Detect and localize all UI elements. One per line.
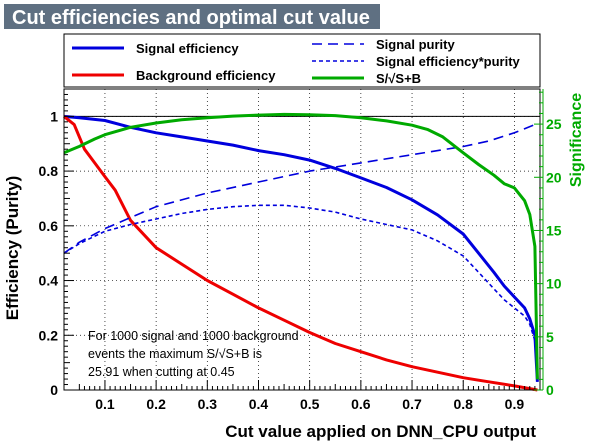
y-tick-label: 0.2 (39, 327, 59, 343)
legend-label-4: S/√S+B (376, 71, 421, 86)
y-tick-label: 0.8 (39, 163, 59, 179)
x-tick-label: 0.2 (146, 396, 166, 412)
x-tick-label: 0.1 (95, 396, 115, 412)
legend-label-2: Signal purity (376, 37, 456, 52)
grid (64, 89, 540, 390)
legend-label-0: Signal efficiency (136, 41, 239, 56)
y-tick-label: 0.6 (39, 218, 59, 234)
series-line-3 (63, 204, 539, 382)
annotation-line-1: For 1000 signal and 1000 background (88, 329, 299, 343)
legend: Signal efficiency Background efficiency Si… (72, 37, 521, 86)
y2-tick-label: 0 (546, 382, 554, 398)
series-line-0 (63, 114, 539, 382)
x-axis-label: Cut value applied on DNN_CPU output (225, 422, 536, 441)
x-tick-label: 0.9 (505, 396, 525, 412)
x-tick-label: 0.3 (198, 396, 218, 412)
y-axis-label: Efficiency (Purity) (3, 176, 22, 321)
x-tick-label: 0.6 (351, 396, 371, 412)
plot-frame (63, 88, 541, 391)
legend-label-1: Background efficiency (136, 68, 276, 83)
x-tick-label: 0.5 (300, 396, 320, 412)
y2-axis-label: Significance (568, 93, 585, 187)
y2-tick-label: 25 (546, 116, 562, 132)
series-line-2 (63, 121, 538, 254)
series-line-1 (63, 115, 538, 392)
x-tick-label: 0.4 (249, 396, 269, 412)
legend-box (63, 33, 541, 88)
chart-title: Cut efficiencies and optimal cut value (12, 7, 370, 29)
y-tick-label: 1 (50, 108, 58, 124)
series-layer (63, 112, 539, 392)
annotation: For 1000 signal and 1000 background even… (88, 329, 299, 379)
y-tick-label: 0.4 (39, 273, 59, 289)
y2-tick-label: 10 (546, 276, 562, 292)
y2-tick-label: 15 (546, 222, 562, 238)
axes: 0.1 0.2 0.3 0.4 0.5 0.6 0.7 0.8 0.9 0 0.2 0.4 0.6 0.8… (39, 88, 562, 412)
series-line-4 (63, 112, 539, 380)
y-tick-label: 0 (50, 382, 58, 398)
title-box (4, 4, 380, 29)
x-tick-label: 0.7 (402, 396, 422, 412)
y2-tick-label: 5 (546, 329, 554, 345)
y2-tick-label: 20 (546, 169, 562, 185)
annotation-line-3: 25.91 when cutting at 0.45 (88, 365, 235, 379)
annotation-line-2: events the maximum S/√S+B is (88, 347, 262, 361)
legend-label-3: Signal efficiency*purity (376, 54, 521, 69)
x-tick-label: 0.8 (453, 396, 473, 412)
